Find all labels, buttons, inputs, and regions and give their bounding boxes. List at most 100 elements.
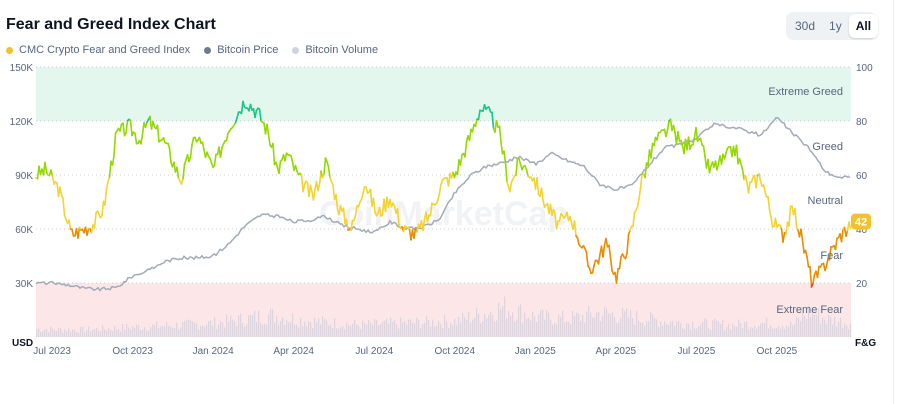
volume-bar (454, 318, 456, 337)
fear-greed-segment (615, 268, 619, 284)
legend-dot-icon (204, 46, 212, 54)
fear-greed-segment (86, 227, 90, 236)
fear-greed-segment (650, 142, 654, 159)
volume-bar (460, 322, 462, 337)
volume-bar (570, 324, 572, 337)
volume-bar (222, 322, 224, 337)
volume-bar (60, 328, 62, 337)
x-tick-label: Jul 2024 (355, 346, 393, 357)
x-tick-label: Jul 2023 (33, 346, 71, 357)
volume-bar (318, 318, 320, 337)
volume-bar (126, 324, 128, 337)
volume-bar (406, 324, 408, 337)
volume-bar (698, 326, 700, 337)
volume-bar (112, 330, 114, 337)
volume-bar (84, 332, 86, 337)
volume-bar (356, 324, 358, 337)
legend-bitcoin-volume[interactable]: Bitcoin Volume (292, 44, 378, 56)
fear-greed-segment (825, 257, 829, 267)
volume-bar (498, 302, 500, 337)
volume-bar (36, 329, 38, 337)
fear-greed-segment (141, 121, 145, 136)
fear-greed-segment (104, 187, 108, 206)
volume-bar (64, 329, 66, 337)
fear-greed-segment (609, 256, 613, 272)
fear-greed-segment (62, 197, 66, 216)
volume-bar (342, 326, 344, 337)
volume-bar (670, 321, 672, 337)
volume-bar (358, 325, 360, 337)
volume-bar (826, 323, 828, 337)
volume-bar (92, 329, 94, 337)
volume-bar (640, 322, 642, 337)
volume-bar (626, 308, 628, 337)
volume-bar (812, 309, 814, 337)
fear-greed-segment (518, 158, 522, 165)
volume-bar (678, 320, 680, 337)
volume-bar (774, 328, 776, 337)
volume-bar (472, 319, 474, 337)
range-30d-button[interactable]: 30d (788, 14, 822, 38)
volume-bar (188, 319, 190, 337)
fear-greed-segment (294, 164, 298, 173)
fear-greed-segment (515, 157, 519, 176)
volume-bar (620, 317, 622, 337)
fear-greed-segment (656, 131, 660, 141)
volume-bar (746, 321, 748, 337)
volume-bar (798, 318, 800, 337)
fear-greed-segment (558, 212, 562, 222)
fear-greed-segment (122, 122, 126, 137)
time-range-selector: 30d 1y All (786, 12, 879, 40)
fear-greed-segment (759, 180, 763, 188)
volume-bar (790, 321, 792, 337)
volume-bar (426, 315, 428, 337)
volume-bar (88, 326, 90, 337)
volume-bar (310, 322, 312, 337)
fear-greed-segment (144, 121, 148, 129)
volume-bar (216, 329, 218, 337)
fear-greed-segment (219, 146, 223, 159)
fear-greed-segment (687, 136, 691, 151)
volume-bar (700, 324, 702, 337)
volume-bar (288, 322, 290, 337)
fear-greed-segment (108, 160, 112, 178)
volume-bar (50, 326, 52, 337)
range-1y-button[interactable]: 1y (822, 14, 849, 38)
volume-bar (374, 319, 376, 337)
volume-bar (152, 324, 154, 337)
fear-greed-segment (113, 132, 117, 157)
volume-bar (300, 317, 302, 337)
volume-bar (686, 323, 688, 337)
volume-bar (390, 317, 392, 337)
range-all-button[interactable]: All (848, 14, 879, 38)
volume-bar (538, 314, 540, 337)
volume-bar (530, 320, 532, 337)
fear-greed-segment (422, 218, 426, 232)
volume-bar (568, 321, 570, 337)
volume-bar (708, 327, 710, 337)
fear-greed-segment (209, 157, 213, 164)
fear-greed-segment (509, 181, 513, 193)
fear-greed-segment (573, 220, 577, 237)
fear-greed-segment (692, 136, 696, 146)
volume-bar (262, 324, 264, 337)
volume-bar (724, 330, 726, 337)
legend-bitcoin-price[interactable]: Bitcoin Price (204, 44, 278, 56)
legend-fear-greed[interactable]: CMC Crypto Fear and Greed Index (6, 44, 190, 56)
volume-bar (756, 328, 758, 337)
fear-greed-segment (740, 162, 744, 171)
fear-greed-segment (201, 141, 205, 151)
volume-bar (456, 324, 458, 337)
fear-greed-segment (309, 184, 313, 193)
volume-bar (380, 324, 382, 337)
volume-bar (294, 324, 296, 337)
volume-bar (740, 323, 742, 337)
volume-bar (846, 325, 848, 337)
volume-bar (272, 308, 274, 337)
volume-bar (258, 310, 260, 337)
current-value-badge (851, 213, 871, 230)
volume-bar (68, 328, 70, 337)
fear-greed-segment (503, 150, 507, 164)
volume-bar (732, 323, 734, 337)
